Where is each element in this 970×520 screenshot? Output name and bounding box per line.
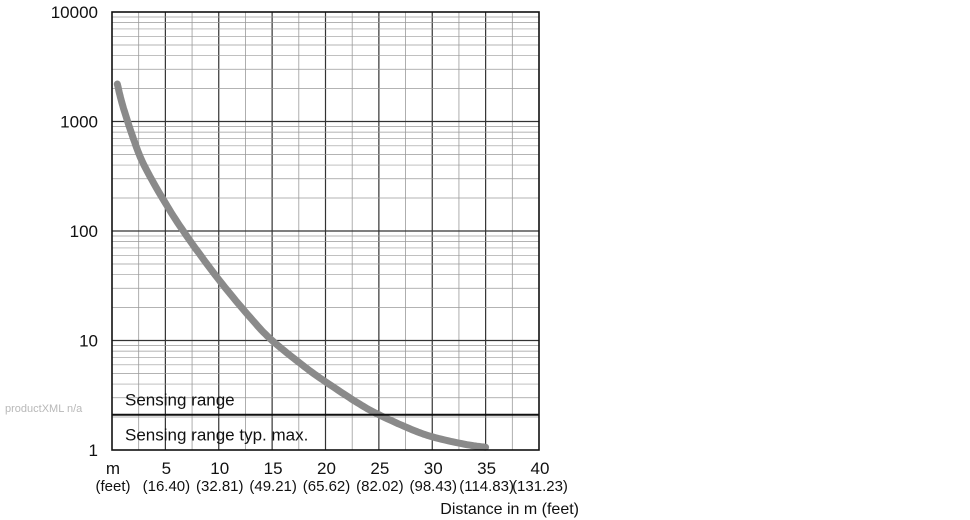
plot-frame <box>111 11 540 451</box>
x-tick-label: 30 <box>424 459 443 478</box>
x-tick-label: 40 <box>531 459 550 478</box>
x-tick-label: 15 <box>264 459 283 478</box>
x-unit-label: m <box>106 459 120 478</box>
x-tick-labels: m(feet) 5(16.40) 10(32.81) 15(49.21) 20(65.6… <box>95 459 567 495</box>
x-tick-label: 20 <box>317 459 336 478</box>
x-tick-label: 10 <box>210 459 229 478</box>
grid <box>112 12 539 450</box>
y-tick-label: 10 <box>79 332 98 351</box>
x-tick-label-secondary: (131.23) <box>512 478 568 495</box>
series-layer <box>113 80 490 451</box>
y-tick-label: 10000 <box>51 3 98 22</box>
y-tick-label: 1000 <box>60 113 98 132</box>
x-tick-label-secondary: (114.83) <box>459 478 514 495</box>
x-tick-label-secondary: (16.40) <box>143 478 191 495</box>
watermark: productXML n/a <box>5 403 83 415</box>
x-tick-label-secondary: (98.43) <box>409 478 457 495</box>
y-tick-label: 100 <box>70 222 98 241</box>
sensing-range-label: Sensing range <box>125 391 235 410</box>
x-tick-label-secondary: (65.62) <box>303 478 351 495</box>
x-tick-label: 5 <box>162 459 171 478</box>
y-tick-label: 1 <box>89 441 98 460</box>
series-line-0 <box>113 80 490 451</box>
x-axis-label: Distance in m (feet) <box>440 501 579 518</box>
x-tick-label-secondary: (82.02) <box>356 478 404 495</box>
x-tick-label-secondary: (32.81) <box>196 478 244 495</box>
sensing-range-max-label: Sensing range typ. max. <box>125 426 308 445</box>
x-tick-label-secondary: (49.21) <box>249 478 297 495</box>
x-tick-label: 35 <box>477 459 496 478</box>
x-unit-label-secondary: (feet) <box>95 478 130 495</box>
x-tick-label: 25 <box>370 459 389 478</box>
y-tick-labels: 1 10 100 1000 10000 <box>51 3 98 460</box>
